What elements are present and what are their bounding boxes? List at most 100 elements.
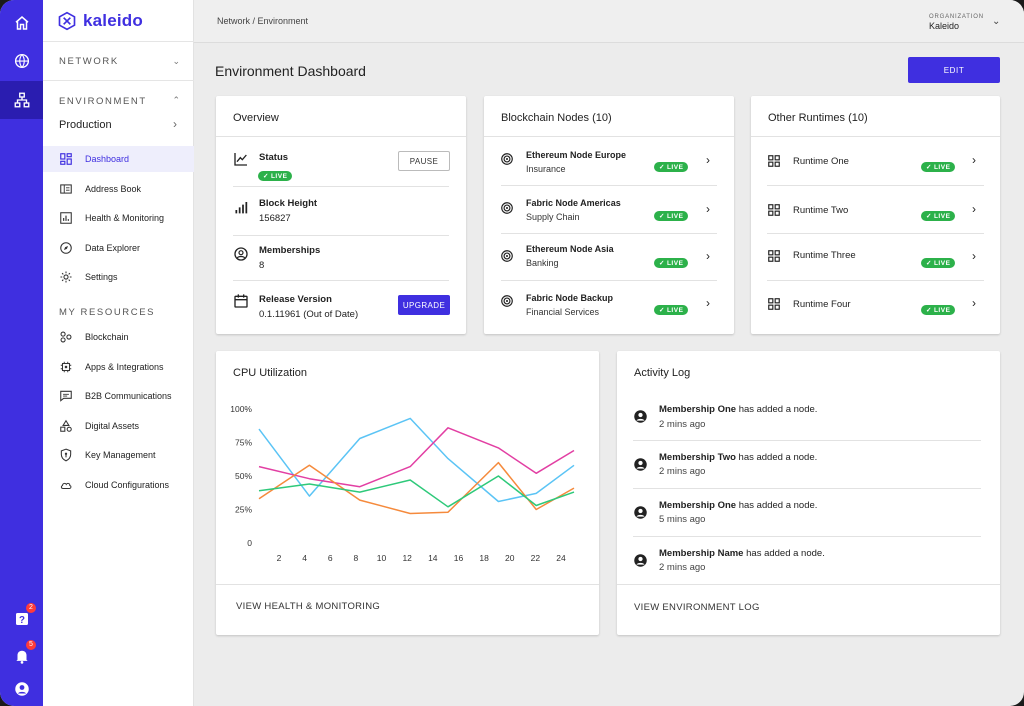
- sidebar-item-dashboard[interactable]: Dashboard: [43, 146, 194, 172]
- chat-icon: [59, 389, 73, 403]
- check-icon: ✓: [926, 164, 932, 171]
- sidebar-item-b2b[interactable]: B2B Communications: [43, 383, 194, 409]
- sidebar-item-cloud[interactable]: Cloud Configurations: [43, 472, 194, 498]
- activity-time: 2 mins ago: [659, 419, 706, 430]
- chip-icon: [59, 360, 73, 374]
- home-button[interactable]: [0, 4, 43, 42]
- status-text: LIVE: [933, 163, 951, 171]
- edit-button[interactable]: EDIT: [908, 57, 1000, 83]
- chevron-right-icon: ›: [706, 202, 710, 216]
- sidebar-item-label: Apps & Integrations: [85, 362, 164, 372]
- sidebar-item-label: B2B Communications: [85, 391, 172, 401]
- upgrade-button[interactable]: UPGRADE: [398, 295, 450, 315]
- resources-section-label: MY RESOURCES: [59, 307, 156, 318]
- divider: [233, 186, 449, 187]
- runtime-name: Runtime One: [793, 156, 849, 167]
- org-selector[interactable]: Kaleido: [929, 21, 960, 31]
- y-tick-label: 0: [247, 538, 252, 548]
- dashboard-icon: [59, 152, 73, 166]
- environment-section-toggle[interactable]: ENVIRONMENT ⌃: [43, 95, 194, 107]
- sidebar-item-digital-assets[interactable]: Digital Assets: [43, 413, 194, 439]
- sidebar-item-key-management[interactable]: Key Management: [43, 442, 194, 468]
- divider: [617, 584, 1000, 585]
- sidebar-item-settings[interactable]: Settings: [43, 264, 194, 290]
- account-icon: [14, 682, 29, 696]
- account-icon: [634, 410, 647, 423]
- home-icon: [15, 16, 28, 30]
- divider: [216, 136, 466, 137]
- pause-button[interactable]: PAUSE: [398, 151, 450, 171]
- chevron-right-icon: ›: [706, 153, 710, 167]
- cpu-utilization-card: CPU Utilization 0 25% 50% 75% 100% 2 4 6 8 10 12 14…: [216, 351, 599, 635]
- environment-selector[interactable]: Production: [59, 119, 112, 131]
- chevron-down-icon[interactable]: ⌄: [992, 16, 1001, 27]
- sidebar-item-blockchain[interactable]: Blockchain: [43, 324, 194, 350]
- activity-time: 2 mins ago: [659, 562, 706, 573]
- sidebar-item-address-book[interactable]: Address Book: [43, 176, 194, 202]
- card-title: Blockchain Nodes (10): [501, 112, 612, 124]
- status-text: LIVE: [933, 259, 951, 267]
- card-title: Activity Log: [634, 367, 691, 379]
- cpu-line-chart: 025%50%75%100%2 4 6 8 10 12 14 16 18 20 22 24: [230, 404, 575, 563]
- account-icon: [634, 458, 647, 471]
- status-label: Status: [259, 152, 289, 163]
- series-line-3: [258, 461, 575, 515]
- sidebar-item-apps[interactable]: Apps & Integrations: [43, 354, 194, 380]
- top-bar: Network / Environment ORGANIZATION Kalei…: [194, 0, 1024, 43]
- status-text: LIVE: [666, 306, 684, 314]
- activity-text: Membership Two has added a node.: [659, 452, 817, 463]
- x-tick-label: 16: [454, 553, 464, 563]
- hierarchy-icon: [14, 92, 29, 108]
- org-label: ORGANIZATION: [929, 14, 984, 20]
- target-icon: [501, 250, 513, 262]
- chevron-right-icon: ›: [972, 296, 976, 310]
- chevron-up-icon: ⌃: [172, 95, 180, 105]
- status-badge: ✓ LIVE: [258, 165, 293, 183]
- network-button[interactable]: [0, 42, 43, 80]
- status-text: LIVE: [933, 212, 951, 220]
- x-tick-label: 20: [505, 553, 515, 563]
- member-icon: [234, 247, 248, 261]
- status-badge: ✓ LIVE: [654, 205, 689, 223]
- environment-section-label: ENVIRONMENT: [59, 96, 147, 107]
- view-environment-log-link[interactable]: VIEW ENVIRONMENT LOG: [634, 602, 760, 613]
- notifications-button[interactable]: 5: [0, 637, 43, 675]
- help-button[interactable]: ? 2: [0, 600, 43, 638]
- card-title: Overview: [233, 112, 279, 124]
- divider: [767, 233, 984, 234]
- environment-button[interactable]: [0, 81, 43, 119]
- y-tick-label: 75%: [235, 438, 252, 448]
- status-text: LIVE: [270, 172, 288, 180]
- sidebar-item-data-explorer[interactable]: Data Explorer: [43, 235, 194, 261]
- activity-actor: Membership Name: [659, 548, 744, 559]
- sidebar: kaleido NETWORK ⌄ ENVIRONMENT ⌃ Producti…: [43, 0, 194, 706]
- memberships-label: Memberships: [259, 245, 321, 256]
- check-icon: ✓: [263, 173, 269, 180]
- node-name: Ethereum Node Asia: [526, 244, 614, 254]
- x-tick-label: 10: [377, 553, 387, 563]
- release-label: Release Version: [259, 294, 332, 305]
- node-name: Fabric Node Backup: [526, 293, 614, 303]
- sidebar-item-label: Dashboard: [85, 154, 130, 164]
- status-badge: ✓ LIVE: [654, 156, 689, 174]
- divider: [233, 235, 449, 236]
- account-button[interactable]: [0, 670, 43, 706]
- breadcrumb[interactable]: Network / Environment: [217, 16, 309, 26]
- chevron-right-icon: ›: [706, 296, 710, 310]
- network-section-toggle[interactable]: NETWORK ⌄: [43, 56, 194, 67]
- brand-logo[interactable]: kaleido: [57, 11, 143, 31]
- divider: [484, 136, 734, 137]
- activity-time: 5 mins ago: [659, 514, 706, 525]
- status-text: LIVE: [666, 212, 684, 220]
- notification-badge: 5: [26, 640, 36, 650]
- other-runtimes-card: Other Runtimes (10) Runtime One ✓ LIVE › …: [751, 96, 1000, 334]
- divider: [43, 80, 194, 81]
- help-badge: 2: [26, 603, 36, 613]
- sidebar-item-health[interactable]: Health & Monitoring: [43, 205, 194, 231]
- chevron-right-icon: ›: [173, 117, 177, 131]
- view-health-link[interactable]: VIEW HEALTH & MONITORING: [236, 601, 381, 612]
- divider: [501, 185, 717, 186]
- network-section-label: NETWORK: [59, 56, 119, 67]
- chevron-down-icon: ⌄: [172, 56, 180, 66]
- sidebar-item-label: Data Explorer: [85, 243, 141, 253]
